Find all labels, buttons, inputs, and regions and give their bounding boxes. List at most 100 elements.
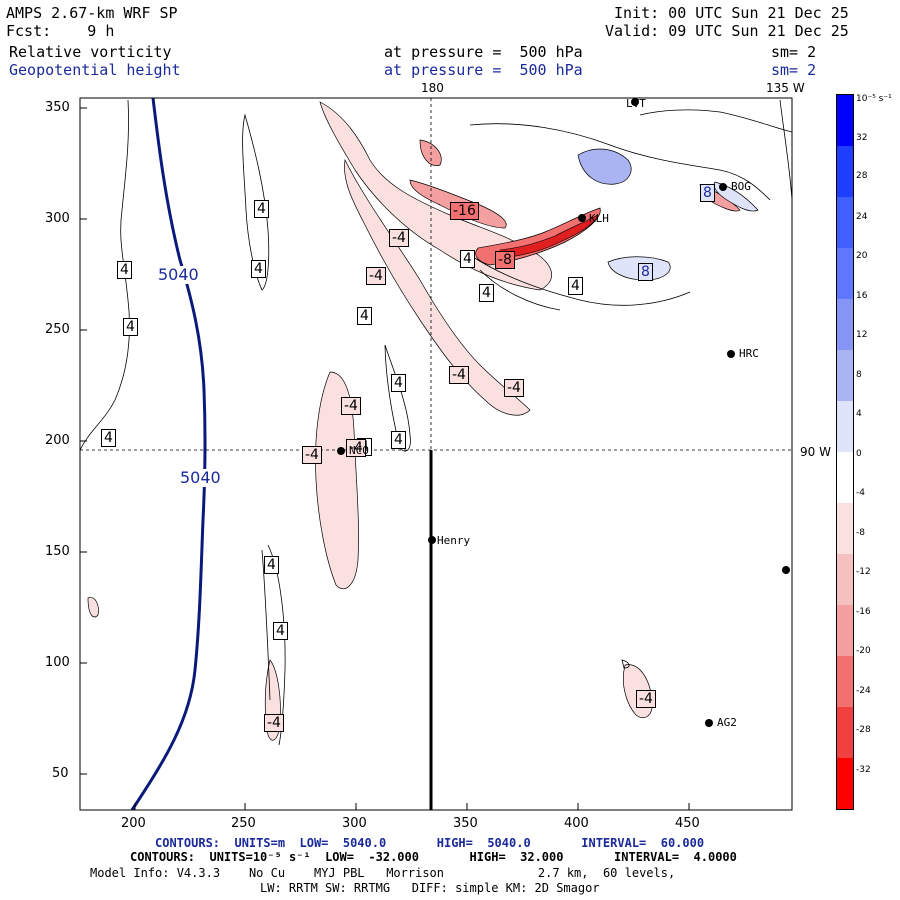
station-dot-nco — [337, 447, 345, 455]
station-dot-ag2 — [705, 719, 713, 727]
colorbar-label: 16 — [856, 291, 868, 301]
colorbar-label: -16 — [856, 607, 871, 617]
footer-physics-info: LW: RRTM SW: RRTMG DIFF: simple KM: 2D S… — [260, 881, 600, 895]
vort-label: 4 — [568, 277, 583, 295]
colorbar-label: -12 — [856, 567, 871, 577]
colorbar-label: -8 — [856, 528, 865, 538]
vort-contour-line — [621, 659, 630, 669]
station-dot-hrc — [727, 350, 735, 358]
y-tick-label: 350 — [45, 100, 70, 115]
vort-contour-line — [639, 109, 792, 133]
colorbar — [836, 94, 854, 810]
plot-frame — [79, 97, 793, 811]
height-contour-label: 5040 — [180, 468, 221, 487]
colorbar-label: -20 — [856, 646, 871, 656]
vort-label: 4 — [273, 622, 288, 640]
vort-label: -4 — [346, 439, 366, 457]
y-tick-label: 150 — [45, 544, 70, 559]
x-tick-label: 350 — [453, 816, 478, 831]
field2-name: Geopotential height — [9, 61, 181, 79]
valid-time: Valid: 09 UTC Sun 21 Dec 25 — [605, 22, 849, 40]
colorbar-label: 4 — [856, 409, 862, 419]
station-label-hrc: HRC — [739, 347, 759, 360]
vort-label: 4 — [479, 284, 494, 302]
vort-label: -4 — [449, 366, 469, 384]
vort-label: 4 — [357, 307, 372, 325]
vort-label: 8 — [638, 263, 653, 281]
colorbar-unit: 10⁻⁵ s⁻¹ — [856, 94, 892, 104]
pos-vort-blob-1 — [577, 148, 632, 185]
colorbar-label: 32 — [856, 133, 868, 143]
forecast-hour: Fcst: 9 h — [6, 22, 115, 40]
vort-label: 4 — [254, 200, 269, 218]
vort-label: -4 — [302, 446, 322, 464]
vort-label: 4 — [117, 261, 132, 279]
y-tick-label: 250 — [45, 322, 70, 337]
vort-label: -4 — [389, 229, 409, 247]
meridian-label-180: 180 — [421, 81, 444, 95]
footer-vort-contours: CONTOURS: UNITS=10⁻⁵ s⁻¹ LOW= -32.000 HI… — [130, 850, 737, 864]
meridian-label-90w: 90 W — [800, 445, 831, 459]
station-label-nco: NCO — [349, 444, 369, 457]
station-label-bog: BOG — [731, 180, 751, 193]
station-label-klh: KLH — [589, 212, 609, 225]
height-contour-5040 — [130, 98, 207, 810]
vort-label: -4 — [504, 379, 524, 397]
x-tick-label: 200 — [121, 816, 146, 831]
colorbar-label: 0 — [856, 449, 862, 459]
footer-height-contours: CONTOURS: UNITS=m LOW= 5040.0 HIGH= 5040… — [155, 836, 705, 850]
vort-label: 4 — [101, 429, 116, 447]
vort-label: 4 — [264, 556, 279, 574]
vort-label: 4 — [460, 250, 475, 268]
vort-label: -4 — [341, 397, 361, 415]
neg-vort-blob-west — [87, 597, 99, 618]
y-tick-label: 50 — [52, 766, 69, 781]
vort-label: -4 — [264, 714, 284, 732]
station-dot-bog — [719, 183, 727, 191]
footer-model-info: Model Info: V4.3.3 No Cu MYJ PBL Morriso… — [90, 866, 676, 880]
vort-label: 4 — [251, 260, 266, 278]
vort-label: -8 — [495, 251, 515, 269]
station-label-ag2: AG2 — [717, 716, 737, 729]
station-dot-klh — [578, 214, 586, 222]
station-dot-edge — [782, 566, 790, 574]
field2-smoothing: sm= 2 — [771, 61, 817, 79]
colorbar-label: -24 — [856, 686, 871, 696]
colorbar-label: 24 — [856, 212, 868, 222]
vort-contour-line — [779, 99, 792, 201]
vort-label: 8 — [700, 184, 715, 202]
vort-label: -4 — [366, 267, 386, 285]
colorbar-label: -4 — [856, 488, 865, 498]
height-contour-label: 5040 — [158, 265, 199, 284]
neg-vort-band-main — [319, 101, 553, 291]
init-time: Init: 00 UTC Sun 21 Dec 25 — [614, 4, 849, 22]
neg-vort-band-2 — [344, 158, 531, 416]
station-label-henry: Henry — [437, 534, 471, 547]
vorticity-field — [80, 98, 792, 810]
y-tick-label: 200 — [45, 433, 70, 448]
station-markers — [337, 98, 790, 727]
x-tick-label: 250 — [231, 816, 256, 831]
field1-level: at pressure = 500 hPa — [384, 43, 583, 61]
x-tick-label: 400 — [564, 816, 589, 831]
field2-level: at pressure = 500 hPa — [384, 61, 583, 79]
y-tick-label: 300 — [45, 211, 70, 226]
station-label-lvt: LVT — [626, 97, 646, 110]
field1-smoothing: sm= 2 — [771, 43, 817, 61]
vort-label: 4 — [391, 374, 406, 392]
colorbar-label: 12 — [856, 330, 868, 340]
model-title: AMPS 2.67-km WRF SP — [6, 4, 178, 22]
y-tick-label: 100 — [45, 655, 70, 670]
colorbar-label: -32 — [856, 765, 871, 775]
field1-name: Relative vorticity — [9, 43, 172, 61]
x-tick-label: 300 — [342, 816, 367, 831]
x-tick-label: 450 — [675, 816, 700, 831]
meridian-label-135w: 135 W — [766, 81, 805, 95]
colorbar-label: -28 — [856, 725, 871, 735]
vort-label: -4 — [636, 690, 656, 708]
colorbar-label: 20 — [856, 251, 868, 261]
neg-vort-top — [419, 139, 442, 166]
vort-label: 4 — [391, 431, 406, 449]
colorbar-label: 28 — [856, 171, 868, 181]
